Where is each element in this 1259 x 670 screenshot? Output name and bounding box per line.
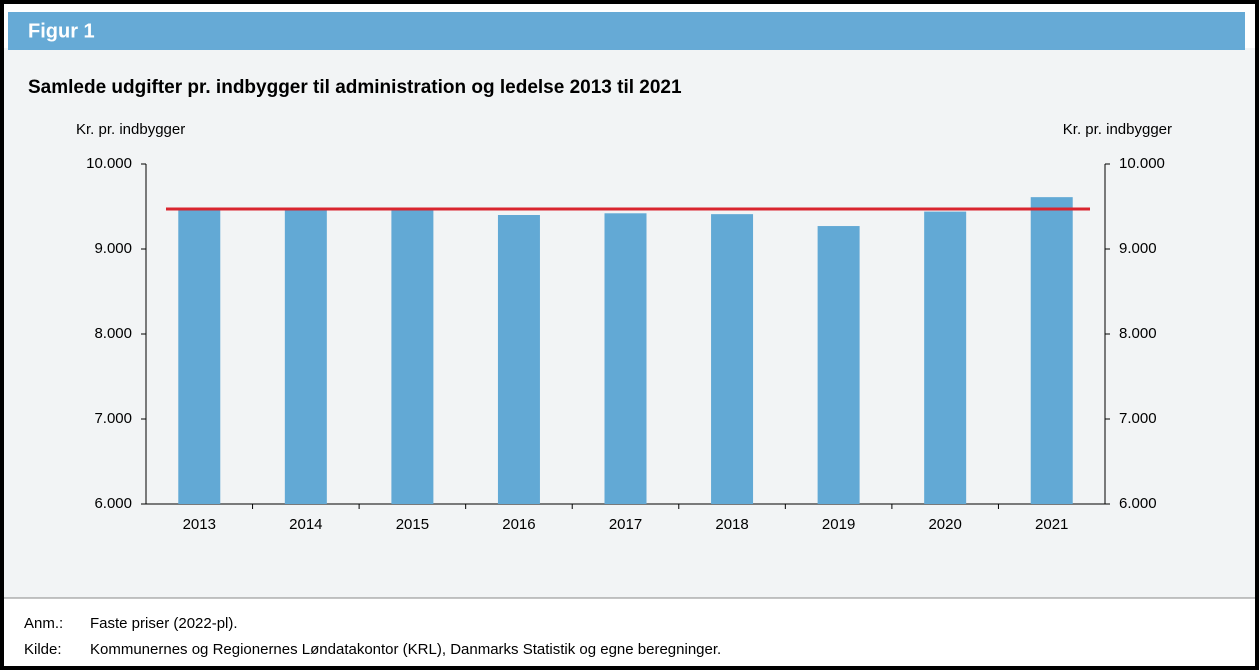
bar: [924, 211, 967, 504]
x-tick-label: 2015: [396, 516, 429, 533]
x-tick-label: 2020: [928, 516, 961, 533]
bar: [178, 209, 221, 505]
x-tick-label: 2019: [822, 516, 855, 533]
chart-title: Samlede udgifter pr. indbygger til admin…: [28, 77, 682, 98]
y2-tick-label: 8.000: [1119, 325, 1157, 342]
bar: [497, 215, 540, 504]
figure-label: Figur 1: [28, 20, 95, 42]
note-label: Anm.:: [24, 615, 63, 632]
x-tick-label: 2017: [609, 516, 642, 533]
bar: [284, 209, 327, 505]
bar: [1030, 197, 1073, 504]
y2-tick-label: 9.000: [1119, 240, 1157, 257]
note-text: Kommunernes og Regionernes Løndatakontor…: [90, 641, 721, 658]
y-axis-label: Kr. pr. indbygger: [76, 121, 185, 138]
y-tick-label: 8.000: [94, 325, 132, 342]
note-label: Kilde:: [24, 641, 62, 658]
bar: [711, 214, 754, 504]
x-tick-label: 2014: [289, 516, 322, 533]
y2-tick-label: 10.000: [1119, 155, 1165, 172]
y-tick-label: 10.000: [86, 155, 132, 172]
bar: [817, 226, 860, 505]
x-tick-label: 2018: [715, 516, 748, 533]
chart: Figur 1 Samlede udgifter pr. indbygger t…: [4, 12, 1255, 658]
y-tick-label: 6.000: [94, 495, 132, 512]
y-tick-label: 9.000: [94, 240, 132, 257]
y-tick-label: 7.000: [94, 410, 132, 427]
note-text: Faste priser (2022-pl).: [90, 615, 238, 632]
x-tick-label: 2013: [183, 516, 216, 533]
y2-axis-label: Kr. pr. indbygger: [1063, 121, 1172, 138]
y2-tick-label: 7.000: [1119, 410, 1157, 427]
header-bar: [8, 12, 1245, 50]
bar: [604, 213, 647, 505]
x-tick-label: 2021: [1035, 516, 1068, 533]
bar: [391, 209, 434, 505]
y2-tick-label: 6.000: [1119, 495, 1157, 512]
x-tick-label: 2016: [502, 516, 535, 533]
